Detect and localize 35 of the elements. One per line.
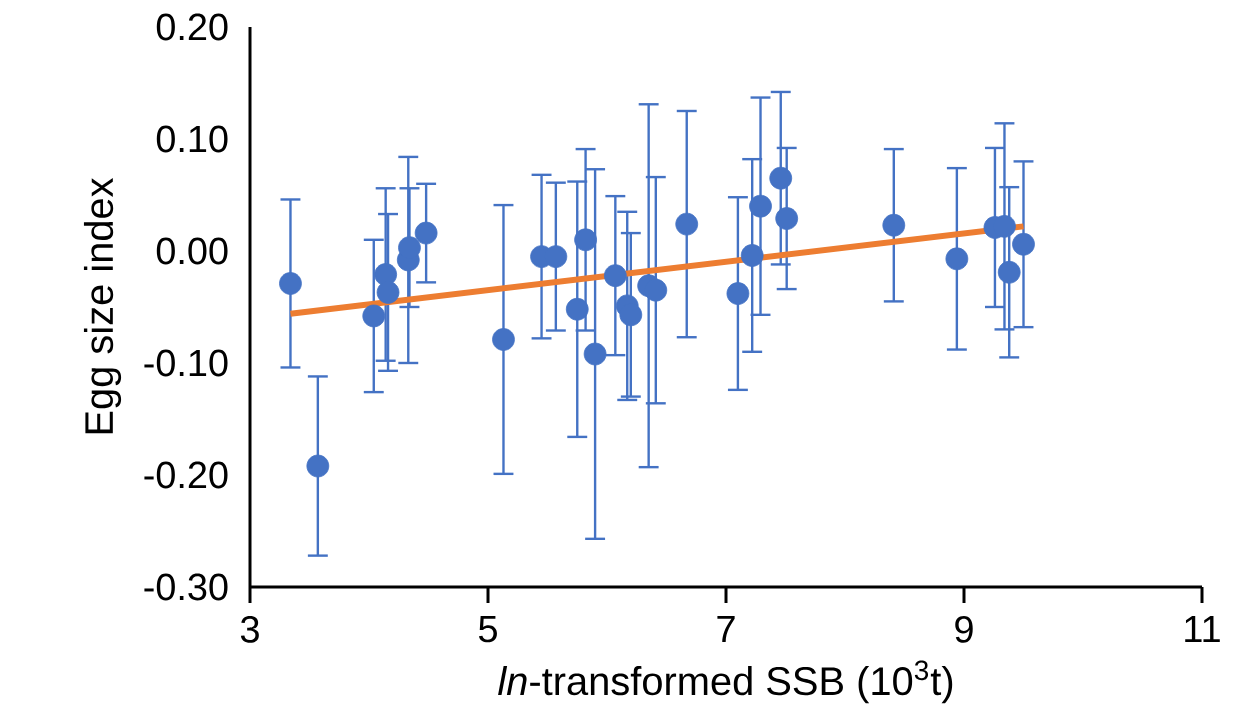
- point: [619, 303, 643, 327]
- point: [1012, 233, 1035, 256]
- y-tick-label: 0.20: [156, 13, 228, 41]
- point: [279, 272, 302, 295]
- x-tick-label: 11: [1185, 616, 1220, 643]
- y-tick-label: -0.30: [144, 573, 228, 601]
- point: [565, 297, 589, 321]
- point: [775, 207, 799, 230]
- point: [769, 166, 793, 190]
- y-tick-label: 0.10: [156, 125, 228, 153]
- point: [644, 278, 668, 302]
- y-tick-label: -0.10: [144, 349, 228, 377]
- y-axis-title: Egg size index: [83, 178, 122, 434]
- point: [574, 228, 597, 252]
- point: [740, 244, 764, 267]
- point: [583, 342, 607, 366]
- point: [997, 261, 1021, 284]
- point: [362, 304, 386, 328]
- point: [882, 214, 906, 237]
- point: [414, 221, 438, 245]
- point: [492, 328, 515, 351]
- y-tick-label: -0.20: [144, 461, 228, 489]
- point: [306, 454, 330, 478]
- y-tick-label: 0.00: [156, 237, 228, 265]
- x-tick-label: 9: [955, 616, 973, 643]
- x-tick-label: 3: [240, 616, 259, 643]
- point: [749, 194, 772, 218]
- x-axis-title: ln-transformed SSB (10$^{3}$t): [498, 660, 953, 704]
- point: [945, 247, 969, 271]
- point: [603, 264, 627, 288]
- point: [376, 281, 400, 304]
- point: [726, 282, 750, 306]
- x-tick-label: 5: [478, 616, 497, 643]
- x-tick-label: 7: [717, 616, 735, 643]
- point: [675, 212, 699, 236]
